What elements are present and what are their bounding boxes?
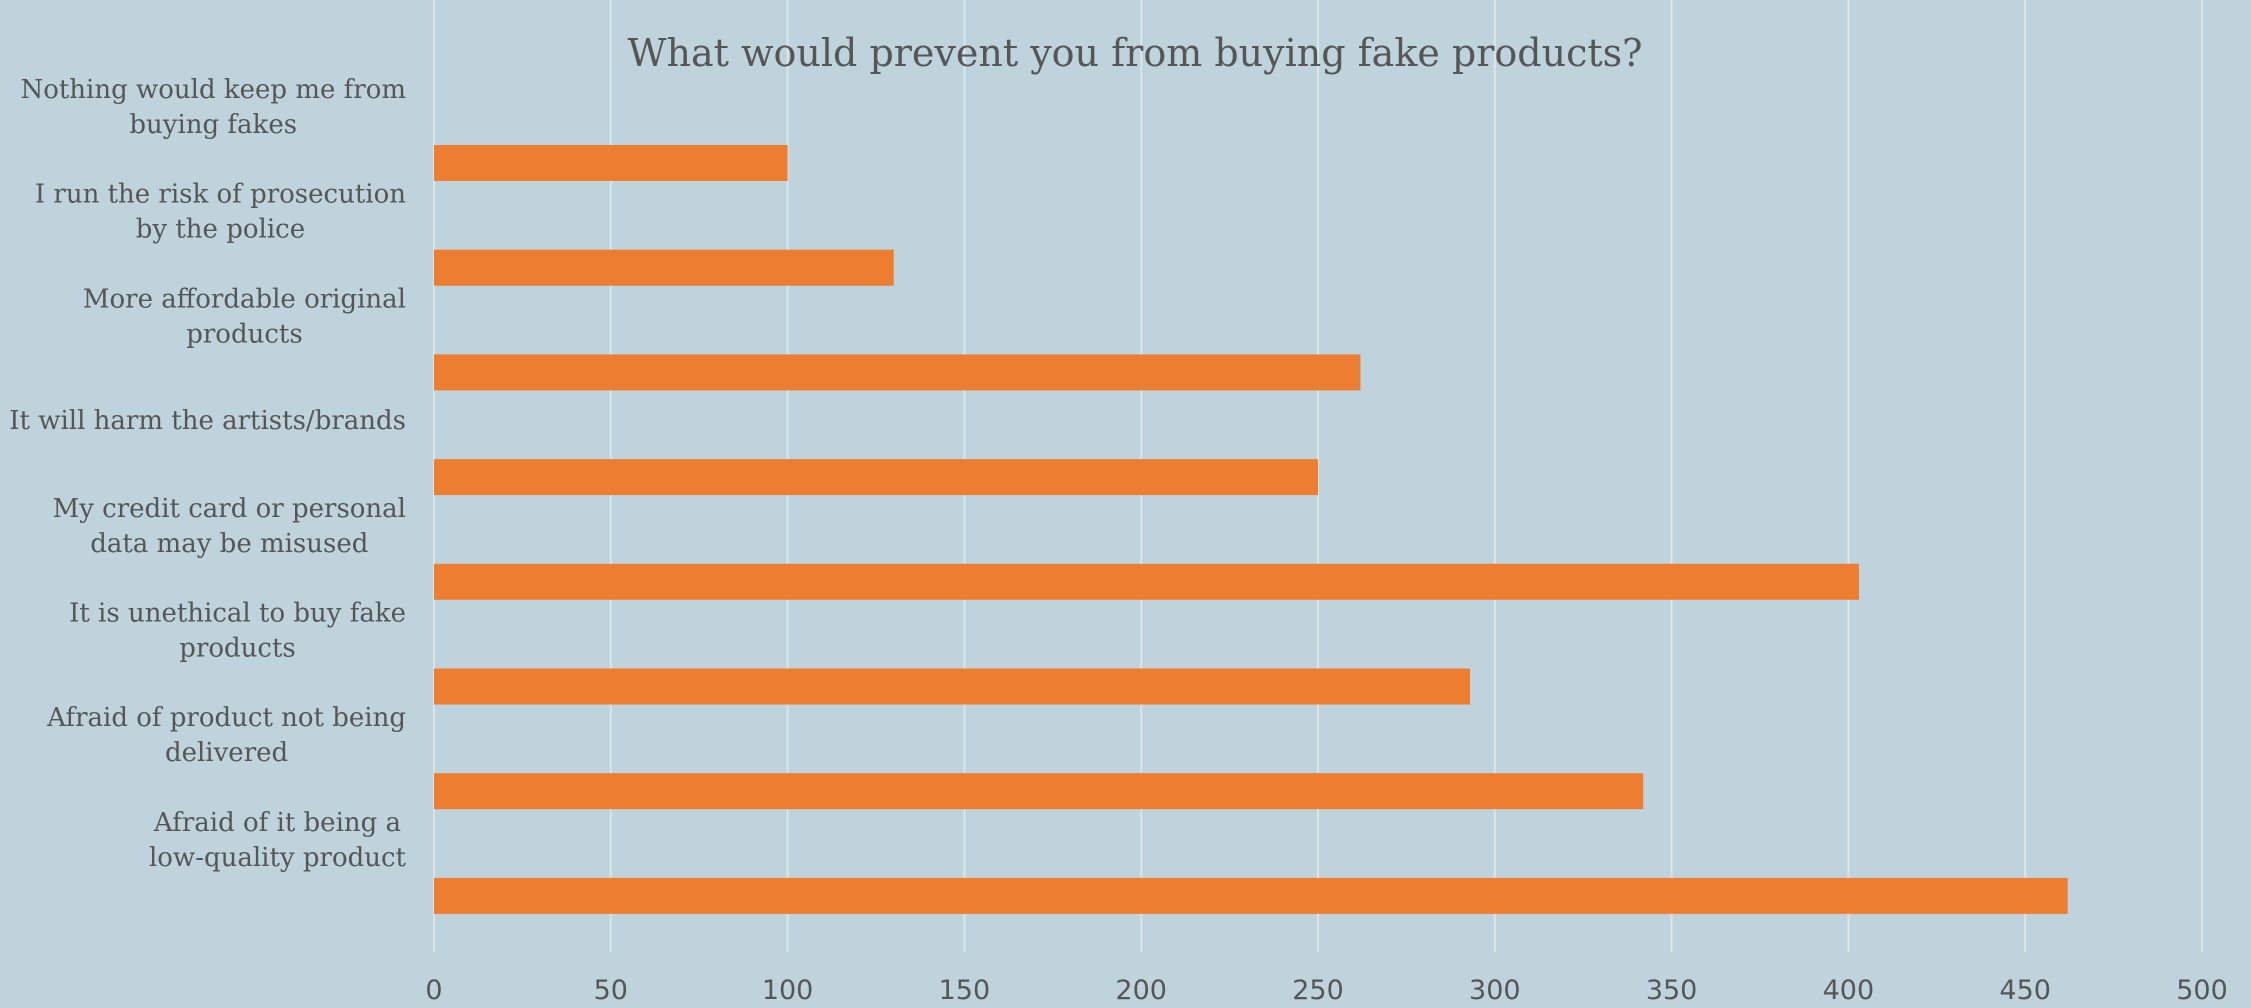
category-label: More affordable original products (83, 284, 406, 349)
bar (434, 459, 1318, 496)
bars (434, 145, 2068, 914)
chart-title: What would prevent you from buying fake … (627, 31, 1642, 75)
category-label: Afraid of it being a low-quality product (149, 808, 407, 873)
bar (434, 563, 1860, 600)
x-tick-label: 400 (1823, 975, 1875, 1003)
bar (434, 877, 2068, 914)
category-labels: Nothing would keep me from buying fakes I … (9, 75, 406, 873)
category-label: Nothing would keep me from buying fakes (20, 75, 406, 140)
x-axis-ticks: 0 50 100 150 200 250 300 350 400 450 500 (425, 975, 2228, 1006)
x-tick-label: 100 (762, 975, 814, 1003)
x-tick-label: 450 (1999, 975, 2051, 1003)
category-label: It will harm the artists/brands (9, 406, 406, 436)
x-tick-label: 0 (425, 975, 442, 1003)
x-tick-label: 50 (594, 975, 628, 1003)
category-label: It is unethical to buy fake products (69, 599, 406, 664)
x-tick-label: 150 (939, 975, 991, 1003)
bar (434, 668, 1471, 705)
bar (434, 354, 1361, 391)
bar (434, 249, 894, 286)
x-tick-label: 500 (2176, 975, 2228, 1003)
x-tick-label: 200 (1115, 975, 1167, 1003)
x-tick-label: 300 (1469, 975, 1521, 1003)
bar (434, 145, 788, 181)
category-label: I run the risk of prosecution by the poli… (35, 180, 406, 245)
bar (434, 773, 1644, 810)
category-label: Afraid of product not being delivered (46, 703, 406, 768)
x-tick-label: 250 (1292, 975, 1344, 1003)
category-label: My credit card or personal data may be mi… (53, 494, 406, 559)
x-tick-label: 350 (1646, 975, 1698, 1003)
